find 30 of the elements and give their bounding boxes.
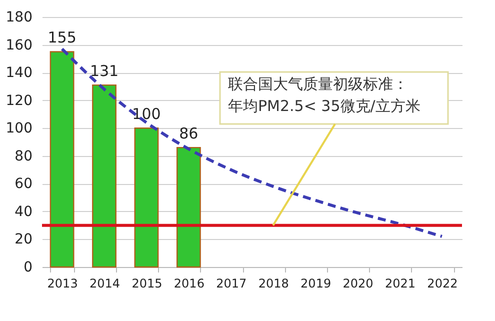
y-tick-label: 20 [14, 232, 32, 248]
x-tick-label: 2020 [342, 276, 374, 290]
bar [92, 84, 116, 268]
y-tick-label: 60 [14, 176, 32, 192]
y-tick-label: 80 [14, 148, 32, 164]
bar [176, 146, 201, 268]
data-label: 100 [132, 105, 161, 124]
y-tick-label: 100 [6, 120, 32, 137]
y-tick-label: 140 [6, 65, 32, 82]
x-tick-label: 2013 [47, 276, 78, 290]
x-tick-label: 2015 [132, 276, 162, 290]
bar [50, 51, 74, 268]
data-label: 131 [90, 62, 119, 80]
line-series [60, 47, 444, 238]
x-tick-label: 2016 [174, 276, 204, 290]
x-tick-label: 2018 [258, 276, 289, 290]
y-tick-label: 120 [6, 92, 32, 109]
x-tick-label: 2019 [300, 276, 332, 290]
y-tick-label: 160 [6, 37, 32, 54]
bar [134, 128, 159, 268]
data-label: 155 [48, 28, 76, 47]
y-tick-label: 0 [24, 260, 32, 276]
annotation: 联合国大气质量初级标准：年均PM2.5< 35微克/立方米 [228, 75, 420, 115]
x-tick-label: 2022 [427, 276, 458, 290]
x-tick-label: 2017 [216, 276, 247, 290]
y-tick-label: 180 [6, 10, 32, 26]
x-tick-label: 2014 [89, 276, 120, 290]
x-tick-label: 2021 [384, 276, 416, 290]
data-label: 86 [179, 124, 198, 143]
y-tick-label: 40 [14, 204, 32, 220]
